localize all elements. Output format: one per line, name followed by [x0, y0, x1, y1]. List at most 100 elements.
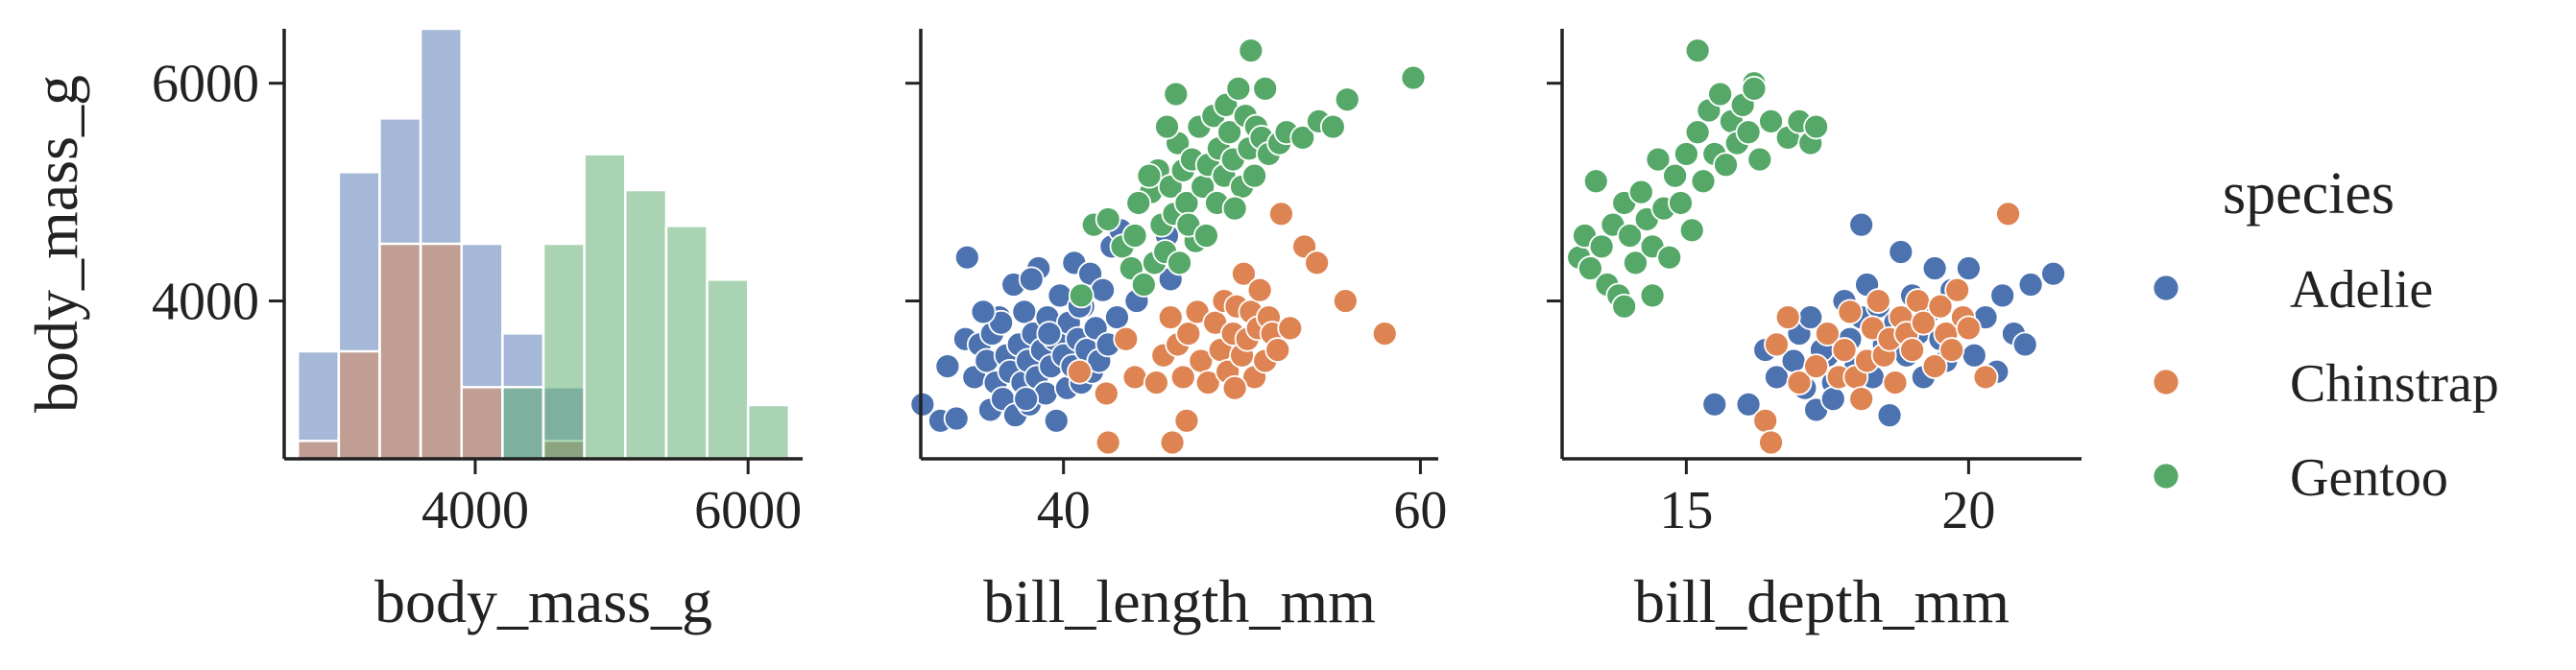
scatter-point-chinstrap	[1944, 276, 1971, 303]
scatter-point-adelie	[1013, 386, 1040, 413]
scatter-point-chinstrap	[1173, 407, 1200, 434]
scatter-point-adelie	[1961, 342, 1987, 369]
scatter-point-chinstrap	[1910, 309, 1937, 336]
x-axis-label: bill_depth_mm	[1634, 567, 2010, 635]
scatter-point-adelie	[1848, 211, 1875, 238]
scatter-point-chinstrap	[1972, 364, 1999, 391]
scatter-point-gentoo	[1656, 244, 1683, 271]
scatter-point-chinstrap	[1304, 250, 1331, 276]
scatter-point-gentoo	[1627, 179, 1654, 205]
scatter-point-gentoo	[1167, 250, 1192, 276]
scatter-point-adelie	[1018, 266, 1045, 293]
scatter-point-chinstrap	[1837, 299, 1864, 325]
hist-bar-gentoo	[624, 188, 668, 461]
scatter-point-gentoo	[1684, 37, 1711, 64]
scatter-point-gentoo	[1707, 81, 1734, 108]
scatter-point-chinstrap	[1803, 353, 1830, 379]
scatter-point-chinstrap	[1264, 337, 1291, 363]
scatter-point-gentoo	[1690, 168, 1717, 195]
scatter-point-chinstrap	[1121, 364, 1148, 391]
scatter-point-gentoo	[1735, 119, 1762, 146]
scatter-point-adelie	[953, 244, 980, 271]
scatter-point-chinstrap	[1143, 370, 1169, 396]
hist-bar-chinstrap	[378, 242, 422, 461]
scatter-point-chinstrap	[1332, 288, 1359, 314]
x-tick-label: 20	[1941, 481, 1995, 540]
scatter-point-adelie	[2040, 260, 2066, 287]
scatter-point-adelie	[943, 405, 970, 432]
scatter-point-chinstrap	[1882, 370, 1909, 396]
scatter-point-gentoo	[1216, 119, 1242, 146]
scatter-point-chinstrap	[1113, 325, 1140, 352]
scatter-point-gentoo	[1639, 282, 1666, 309]
scatter-point-gentoo	[1163, 81, 1190, 108]
scatter-point-gentoo	[1662, 162, 1689, 189]
hist-bar-chinstrap	[296, 440, 341, 461]
scatter-point-chinstrap	[1159, 429, 1186, 456]
hist-bar-gentoo	[664, 225, 709, 461]
hist-bar-gentoo	[542, 242, 586, 461]
scatter-point-adelie	[970, 299, 997, 325]
scatter-point-chinstrap	[1814, 321, 1841, 347]
legend-marker-chinstrap	[2152, 368, 2180, 396]
scatter-point-adelie	[1955, 255, 1982, 281]
scatter-point-chinstrap	[1231, 260, 1257, 287]
scatter-point-chinstrap	[1774, 304, 1801, 330]
scatter-point-gentoo	[1611, 293, 1638, 320]
scatter-point-adelie	[1876, 402, 1903, 429]
scatter-point-gentoo	[1125, 190, 1152, 216]
scatter-point-adelie	[909, 391, 936, 418]
scatter-point-chinstrap	[1194, 370, 1221, 396]
scatter-point-adelie	[1104, 304, 1130, 330]
y-axis-label: body_mass_g	[22, 75, 90, 413]
scatter-point-gentoo	[1803, 113, 1830, 140]
y-tick-label: 6000	[152, 55, 259, 114]
scatter-point-chinstrap	[1848, 386, 1875, 413]
scatter-point-gentoo	[1741, 75, 1768, 102]
scatter-point-chinstrap	[1093, 380, 1119, 407]
hist-bar-gentoo	[746, 403, 791, 461]
scatter-point-chinstrap	[1067, 358, 1093, 385]
scatter-point-adelie	[1011, 299, 1038, 325]
scatter-point-chinstrap	[1764, 331, 1790, 358]
scatter-point-chinstrap	[1175, 321, 1202, 347]
hist-bar-gentoo	[706, 278, 750, 461]
scatter-point-gentoo	[1673, 141, 1699, 167]
scatter-point-chinstrap	[1995, 201, 2021, 227]
scatter-point-adelie	[934, 353, 961, 379]
y-tick-label: 4000	[152, 273, 259, 332]
legend-label-adelie: Adelie	[2290, 260, 2433, 320]
x-tick-label: 6000	[694, 481, 802, 540]
scatter-point-adelie	[1819, 386, 1846, 413]
scatter-point-chinstrap	[1221, 374, 1248, 401]
scatter-point-adelie	[1043, 407, 1070, 434]
scatter-point-adelie	[1989, 282, 2016, 309]
scatter-point-gentoo	[1334, 86, 1360, 113]
scatter-point-chinstrap	[1095, 429, 1121, 456]
hist-bar-chinstrap	[460, 386, 504, 461]
scatter-point-gentoo	[1684, 119, 1711, 146]
scatter-point-gentoo	[1588, 233, 1615, 260]
scatter-point-adelie	[1036, 321, 1063, 347]
x-tick-label: 4000	[421, 481, 529, 540]
scatter-point-gentoo	[1121, 223, 1148, 249]
legend-label-chinstrap: Chinstrap	[2290, 354, 2499, 414]
x-axis-label: bill_length_mm	[983, 567, 1376, 635]
scatter-point-gentoo	[1582, 168, 1609, 195]
hist-bar-gentoo	[501, 386, 545, 461]
scatter-point-adelie	[1735, 391, 1762, 418]
scatter-point-chinstrap	[1786, 370, 1813, 396]
scatter-point-gentoo	[1668, 190, 1694, 216]
scatter-point-chinstrap	[1157, 304, 1184, 330]
scatter-point-gentoo	[1252, 75, 1279, 102]
scatter-point-chinstrap	[1905, 288, 1931, 314]
hist-bar-chinstrap	[419, 242, 463, 461]
scatter-point-gentoo	[1221, 195, 1248, 222]
scatter-point-chinstrap	[1865, 288, 1891, 314]
scatter-point-chinstrap	[1752, 407, 1779, 434]
scatter-point-gentoo	[1241, 162, 1267, 189]
x-axis-label: body_mass_g	[374, 567, 712, 635]
scatter-point-chinstrap	[1955, 315, 1982, 342]
